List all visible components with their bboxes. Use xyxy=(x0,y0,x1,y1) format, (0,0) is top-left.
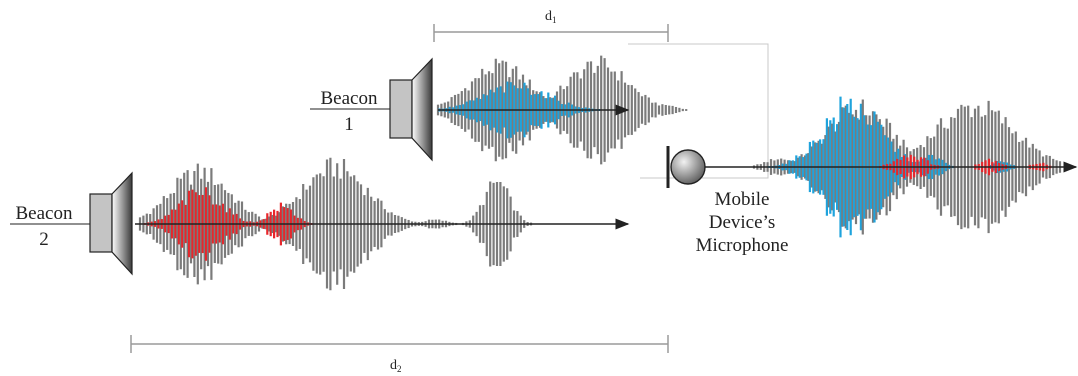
microphone-label-line1: Mobile xyxy=(715,189,770,210)
beacon2-label: Beacon xyxy=(16,203,73,224)
beacon1-label: Beacon xyxy=(321,88,378,109)
beacon2-speaker-icon xyxy=(89,171,133,276)
beacon1-frame xyxy=(628,43,769,179)
distance-d1-bracket xyxy=(433,24,669,42)
beacon1-number: 1 xyxy=(344,114,354,135)
microphone-label-line3: Microphone xyxy=(696,235,789,256)
beacon1-speaker-icon xyxy=(389,57,433,162)
distance-d1-label: d1 xyxy=(545,9,557,25)
beacon2-number: 2 xyxy=(39,229,49,250)
microphone-label-line2: Device’s xyxy=(709,212,775,233)
distance-d2-bracket xyxy=(130,335,669,353)
distance-d2-label: d2 xyxy=(390,358,402,374)
microphone-icon xyxy=(666,146,706,188)
